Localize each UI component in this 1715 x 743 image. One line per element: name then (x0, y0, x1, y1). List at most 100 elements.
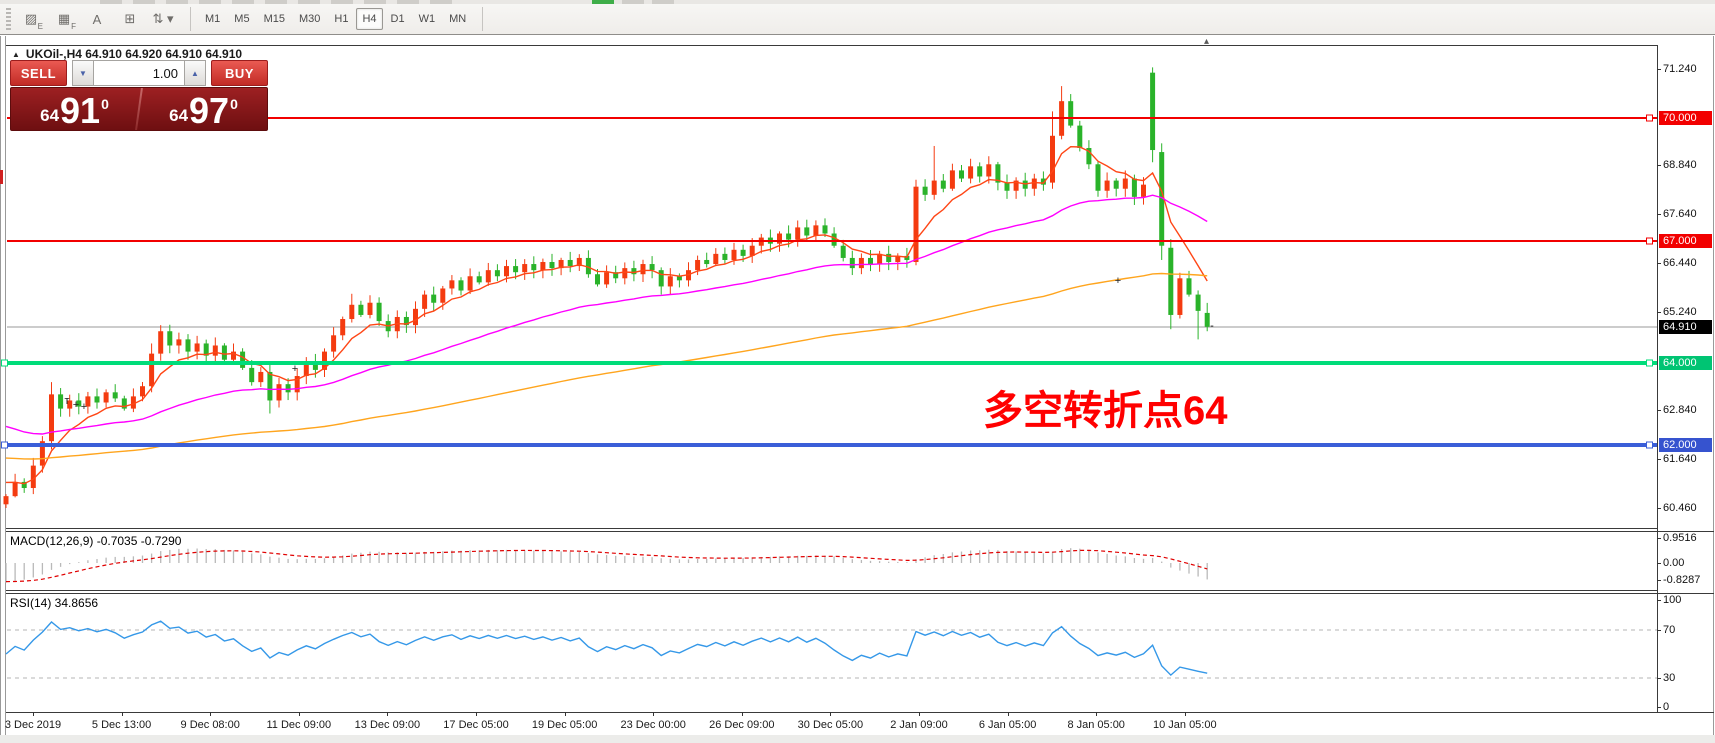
timeframe-D1[interactable]: D1 (385, 8, 411, 30)
clipped-icon-fragment (331, 0, 353, 4)
time-axis-tick (298, 712, 300, 716)
clipped-icon-fragment (100, 0, 122, 4)
clipped-icon-fragment (592, 0, 614, 4)
time-axis-tick (830, 712, 832, 716)
buy-price[interactable]: 64 97 0 (140, 88, 267, 130)
rsi-axis-label: 0 (1663, 701, 1670, 713)
time-axis-label: 5 Dec 13:00 (91, 719, 152, 731)
macd-axis-tick (1657, 538, 1661, 539)
timeframe-M30[interactable]: M30 (293, 8, 326, 30)
clipped-upper-toolbar (0, 0, 1715, 4)
buy-price-point: 0 (230, 96, 238, 112)
time-axis-tick (476, 712, 477, 716)
macd-axis-label: 0.00 (1663, 557, 1685, 569)
volume-increase-button[interactable]: ▲ (184, 60, 206, 86)
clipped-icon-fragment (622, 0, 644, 4)
sell-price[interactable]: 64 91 0 (11, 88, 138, 130)
timeframe-W1[interactable]: W1 (413, 8, 442, 30)
price-axis-tick (1657, 312, 1661, 313)
time-axis-label: 8 Jan 05:00 (1067, 719, 1125, 731)
buy-button[interactable]: BUY (211, 60, 268, 86)
svg-text:+: + (81, 401, 87, 413)
sell-price-point: 0 (101, 96, 109, 112)
clipped-icon-fragment (166, 0, 188, 4)
timeframe-M15[interactable]: M15 (258, 8, 291, 30)
time-axis-label: 26 Dec 09:00 (709, 719, 775, 731)
svg-text:+: + (73, 399, 79, 411)
hline-handle (1646, 114, 1653, 122)
clipped-icon-fragment (364, 0, 386, 4)
time-axis-tick (1184, 712, 1186, 716)
text-box-icon[interactable]: ⊞ (124, 11, 136, 26)
time-axis-label: 2 Jan 09:00 (890, 719, 948, 731)
main-macd-separator[interactable] (6, 528, 1657, 529)
symbol-ohlc-text: UKOil-,H4 64.910 64.920 64.910 64.910 (25, 47, 243, 61)
rsi-axis-label: 70 (1663, 624, 1676, 636)
clipped-icon-fragment (430, 0, 452, 4)
volume-decrease-button[interactable]: ▼ (72, 60, 94, 86)
price-axis-label: 60.460 (1663, 502, 1697, 514)
buy-price-major: 64 (169, 106, 189, 125)
time-axis-label: 3 Dec 2019 (4, 719, 62, 731)
time-axis-tick (1007, 712, 1009, 716)
time-axis-label: 9 Dec 08:00 (180, 719, 240, 731)
clipped-icon-fragment (199, 0, 221, 4)
hline-handle (1646, 359, 1653, 367)
time-axis-label: 23 Dec 00:00 (620, 719, 686, 731)
price-axis-label: 71.240 (1663, 63, 1697, 75)
macd-indicator-label: MACD(12,26,9) -0.7035 -0.7290 (10, 534, 182, 548)
price-axis-label: 65.240 (1663, 306, 1697, 318)
timeframe-H1[interactable]: H1 (328, 8, 354, 30)
line-studies-icon[interactable]: ▨ E (24, 11, 43, 31)
timeframe-H4[interactable]: H4 (356, 8, 383, 30)
clipped-icon-fragment (265, 0, 287, 4)
toolbar-drag-handle[interactable] (6, 8, 11, 30)
rsi-axis-label: 100 (1663, 594, 1682, 606)
sell-button[interactable]: SELL (10, 60, 67, 86)
toolbar-separator (190, 7, 191, 31)
time-axis-label: 19 Dec 05:00 (531, 719, 598, 731)
price-axis-tick (1657, 165, 1661, 166)
price-axis-tick (1657, 263, 1661, 264)
time-axis-tick (33, 712, 34, 716)
time-axis-label: 17 Dec 05:00 (443, 719, 509, 731)
clipped-icon-fragment (133, 0, 155, 4)
time-axis-tick (919, 712, 920, 716)
rsi-axis-tick (1657, 630, 1661, 631)
symbol-title-bar[interactable]: ▲ UKOil-,H4 64.910 64.920 64.910 64.910 (12, 47, 242, 61)
price-axis-tick (1657, 214, 1661, 215)
text-label-icon[interactable]: A (92, 11, 102, 27)
window-left-inner-border (5, 36, 6, 743)
price-axis-label: 62.840 (1663, 404, 1697, 416)
clipped-icon-fragment (397, 0, 419, 4)
chart-shift-marker-icon[interactable]: ▴ (1204, 36, 1210, 47)
time-axis-tick (210, 712, 212, 716)
sell-price-major: 64 (40, 106, 60, 125)
chart-annotation-text: 多空转折点64 (983, 389, 1228, 433)
timeframe-M5[interactable]: M5 (228, 8, 255, 30)
grid-icon[interactable]: ▦ F (57, 11, 76, 31)
collapse-arrow-icon[interactable]: ▲ (12, 49, 20, 59)
window-bottom-strip (0, 735, 1715, 743)
volume-input[interactable] (94, 60, 184, 86)
toolbar: ▨ E ▦ F A ⊞ ⇅ ▾ M1 M5 M15 M30 H1 H4 D1 W1 MN (0, 4, 1715, 35)
time-axis-label: 11 Dec 09:00 (266, 719, 332, 731)
price-axis-label: 66.440 (1663, 257, 1697, 269)
hline-handle (1, 441, 8, 449)
time-axis-tick (564, 712, 566, 716)
macd-rsi-separator[interactable] (6, 590, 1657, 591)
svg-text:т: т (64, 395, 69, 407)
macd-top-border (6, 531, 1714, 532)
left-edge-marker (0, 170, 3, 184)
price-axis-tick (1657, 459, 1661, 460)
price-axis-label: 61.640 (1663, 453, 1697, 465)
rsi-indicator-label: RSI(14) 34.8656 (10, 596, 99, 610)
time-axis-border (6, 712, 1714, 713)
timeframe-M1[interactable]: M1 (199, 8, 226, 30)
svg-text:-: - (1210, 320, 1214, 332)
cycle-arrows-icon[interactable]: ⇅ ▾ (152, 11, 174, 26)
time-axis-tick (121, 712, 123, 716)
toolbar-separator (482, 7, 484, 31)
timeframe-MN[interactable]: MN (443, 8, 472, 30)
